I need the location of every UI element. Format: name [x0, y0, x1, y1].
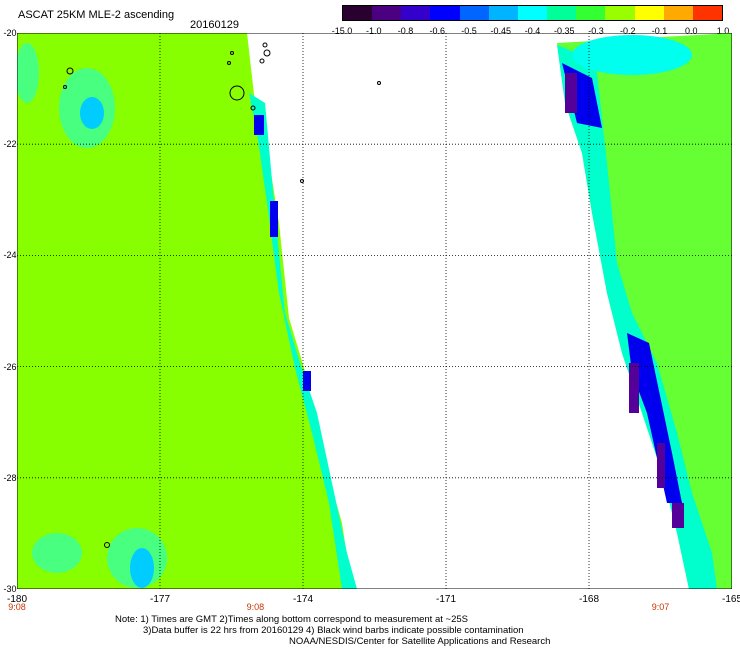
- right-swath-deep: [627, 333, 682, 503]
- time-label: 9:08: [8, 602, 26, 612]
- colorbar-segment: [372, 6, 402, 20]
- left-swath-blob: [17, 43, 39, 103]
- colorbar-segment: [576, 6, 606, 20]
- lon-label: -177: [149, 594, 171, 605]
- lon-label: -171: [435, 594, 457, 605]
- note-line-2: 3)Data buffer is 22 hrs from 20160129 4)…: [143, 625, 524, 636]
- colorbar-tick-label: -0.2: [619, 26, 636, 36]
- lon-label: -168: [578, 594, 600, 605]
- lat-label: -26: [3, 361, 17, 372]
- island-outline: [263, 49, 271, 57]
- colorbar-tick-label: -0.4: [524, 26, 541, 36]
- time-label: 9:07: [651, 602, 670, 612]
- lat-label: -28: [3, 472, 17, 483]
- colorbar-segment: [488, 6, 518, 20]
- right-swath-edge: [557, 45, 717, 589]
- swath-layer: [17, 33, 732, 589]
- island-outline: [250, 105, 256, 111]
- colorbar-tick-label: -0.3: [588, 26, 604, 36]
- lon-label: -174: [292, 594, 314, 605]
- island-outline: [229, 85, 245, 101]
- island-outline: [262, 42, 268, 48]
- colorbar-ticks: -15.0 -1.0 -0.8 -0.6 -0.5 -0.45 -0.4 -0.35 -0.3 -…: [331, 26, 731, 38]
- island-outline: [377, 81, 381, 85]
- map-svg: [17, 33, 732, 589]
- island-outline: [230, 51, 234, 55]
- lat-label: -30: [3, 584, 17, 594]
- right-swath-blob: [572, 35, 692, 75]
- left-swath-deep: [303, 371, 311, 391]
- colorbar-tick-label: -1.0: [365, 26, 382, 36]
- colorbar-segment: [547, 6, 577, 20]
- colorbar-tick-label: -0.35: [553, 26, 575, 36]
- colorbar: [342, 5, 723, 21]
- colorbar-segment: [605, 6, 635, 20]
- colorbar-segment: [430, 6, 460, 20]
- colorbar-tick-label: -0.5: [461, 26, 477, 36]
- colorbar-tick-label: -0.45: [490, 26, 512, 36]
- colorbar-segment: [401, 6, 431, 20]
- island-layer: [63, 42, 381, 548]
- island-outline: [104, 542, 110, 548]
- colorbar-segment: [634, 6, 664, 20]
- note-line-1: Note: 1) Times are GMT 2)Times along bot…: [115, 614, 468, 625]
- island-outline: [300, 179, 304, 183]
- colorbar-segment: [459, 6, 489, 20]
- right-swath-purple: [565, 73, 577, 113]
- colorbar-tick-label: -0.8: [397, 26, 414, 36]
- lon-label: -180: [6, 594, 28, 605]
- left-swath-deep: [270, 201, 278, 237]
- map-date: 20160129: [190, 19, 239, 31]
- colorbar-tick-label: 0.0: [684, 26, 698, 36]
- lon-label: -165: [721, 594, 740, 605]
- right-swath-purple: [629, 363, 639, 413]
- colorbar-segment: [692, 6, 723, 20]
- colorbar-tick-label: -0.6: [429, 26, 446, 36]
- lat-label: -24: [3, 250, 17, 261]
- colorbar-segment: [343, 6, 373, 20]
- left-swath-deep: [254, 115, 264, 135]
- colorbar-segment: [663, 6, 693, 20]
- left-swath-blob: [32, 533, 82, 573]
- map-plot-area: [17, 33, 732, 589]
- colorbar-tick-label: -0.1: [651, 26, 668, 36]
- colorbar-tick-label: 1.0: [716, 26, 730, 36]
- lat-label: -20: [3, 28, 17, 38]
- island-outline: [63, 85, 67, 89]
- colorbar-segment: [517, 6, 548, 20]
- lat-label: -22: [3, 139, 17, 150]
- left-swath-blob: [130, 548, 154, 588]
- right-swath-purple: [672, 503, 684, 528]
- island-outline: [227, 61, 231, 65]
- island-outline: [259, 58, 265, 64]
- island-outline: [66, 67, 74, 75]
- grid-layer: [17, 33, 732, 589]
- note-line-3: NOAA/NESDIS/Center for Satellite Applica…: [289, 636, 551, 647]
- map-title: ASCAT 25KM MLE-2 ascending: [18, 9, 175, 21]
- left-swath-edge: [249, 93, 357, 589]
- colorbar-tick-label: -15.0: [331, 26, 353, 36]
- time-label: 9:08: [246, 602, 265, 612]
- left-swath-blob: [80, 97, 104, 129]
- right-swath-purple: [657, 443, 665, 488]
